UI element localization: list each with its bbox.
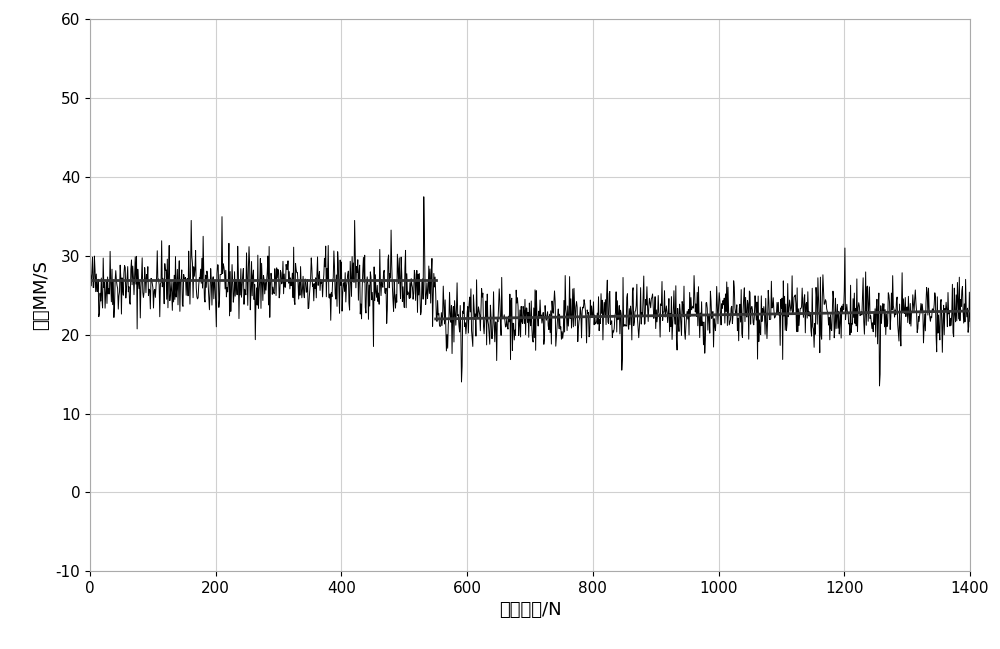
X-axis label: 控制序列/N: 控制序列/N (499, 602, 561, 619)
Y-axis label: 流速MM/S: 流速MM/S (32, 260, 50, 330)
